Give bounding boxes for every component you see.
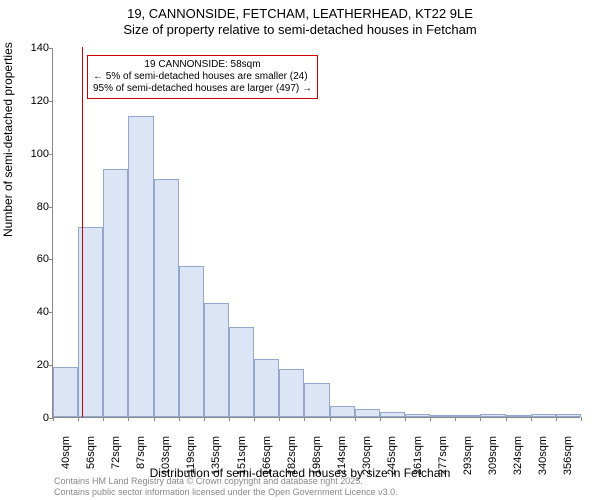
y-axis-label: Number of semi-detached properties [1, 42, 15, 237]
chart-title-sub: Size of property relative to semi-detach… [0, 21, 600, 37]
x-tick-mark [304, 417, 305, 421]
y-tick-label: 20 [23, 359, 49, 371]
x-tick-mark [480, 417, 481, 421]
histogram-bar [128, 116, 153, 417]
histogram-bar [355, 409, 380, 417]
x-tick-mark [254, 417, 255, 421]
y-tick-label: 140 [23, 42, 49, 54]
histogram-bar [204, 303, 229, 417]
x-tick-mark [103, 417, 104, 421]
histogram-bar [480, 414, 505, 417]
histogram-bar [179, 266, 204, 417]
x-tick-mark [355, 417, 356, 421]
annotation-line-1: 19 CANNONSIDE: 58sqm [93, 59, 312, 71]
plot-area: 02040608010012014040sqm56sqm72sqm87sqm10… [52, 48, 580, 418]
histogram-bar [229, 327, 254, 417]
x-tick-mark [405, 417, 406, 421]
annotation-line-2: ← 5% of semi-detached houses are smaller… [93, 71, 312, 83]
y-tick-label: 0 [23, 412, 49, 424]
footer-line-2: Contains public sector information licen… [54, 487, 398, 498]
footer-attribution: Contains HM Land Registry data © Crown c… [54, 476, 398, 498]
histogram-bar [53, 367, 78, 417]
chart-title-main: 19, CANNONSIDE, FETCHAM, LEATHERHEAD, KT… [0, 0, 600, 21]
y-tick-label: 80 [23, 201, 49, 213]
y-tick-mark [49, 154, 53, 155]
y-tick-label: 100 [23, 148, 49, 160]
y-tick-label: 40 [23, 306, 49, 318]
footer-line-1: Contains HM Land Registry data © Crown c… [54, 476, 398, 487]
y-tick-mark [49, 312, 53, 313]
x-tick-mark [53, 417, 54, 421]
y-tick-label: 60 [23, 253, 49, 265]
histogram-bar [254, 359, 279, 417]
y-tick-mark [49, 48, 53, 49]
histogram-bar [506, 415, 531, 417]
y-tick-mark [49, 101, 53, 102]
marker-line [82, 47, 83, 417]
histogram-bar [279, 369, 304, 417]
x-tick-mark [128, 417, 129, 421]
x-tick-mark [455, 417, 456, 421]
y-tick-mark [49, 259, 53, 260]
histogram-bar [154, 179, 179, 417]
x-tick-mark [330, 417, 331, 421]
x-tick-mark [78, 417, 79, 421]
histogram-bar [531, 414, 556, 417]
histogram-bar [556, 414, 581, 417]
chart-area: 02040608010012014040sqm56sqm72sqm87sqm10… [52, 48, 580, 418]
histogram-bar [304, 383, 329, 417]
x-tick-mark [279, 417, 280, 421]
histogram-bar [455, 415, 480, 417]
x-tick-mark [556, 417, 557, 421]
x-tick-mark [229, 417, 230, 421]
y-tick-mark [49, 207, 53, 208]
x-tick-mark [430, 417, 431, 421]
histogram-bar [103, 169, 128, 417]
annotation-line-3: 95% of semi-detached houses are larger (… [93, 83, 312, 95]
x-tick-mark [506, 417, 507, 421]
x-tick-mark [154, 417, 155, 421]
histogram-bar [330, 406, 355, 417]
x-tick-mark [179, 417, 180, 421]
histogram-bar [430, 415, 455, 417]
x-tick-mark [204, 417, 205, 421]
histogram-bar [380, 412, 405, 417]
annotation-box: 19 CANNONSIDE: 58sqm← 5% of semi-detache… [87, 55, 318, 99]
y-tick-label: 120 [23, 95, 49, 107]
x-tick-mark [531, 417, 532, 421]
x-tick-mark [380, 417, 381, 421]
x-tick-mark [581, 417, 582, 421]
histogram-bar [405, 414, 430, 417]
